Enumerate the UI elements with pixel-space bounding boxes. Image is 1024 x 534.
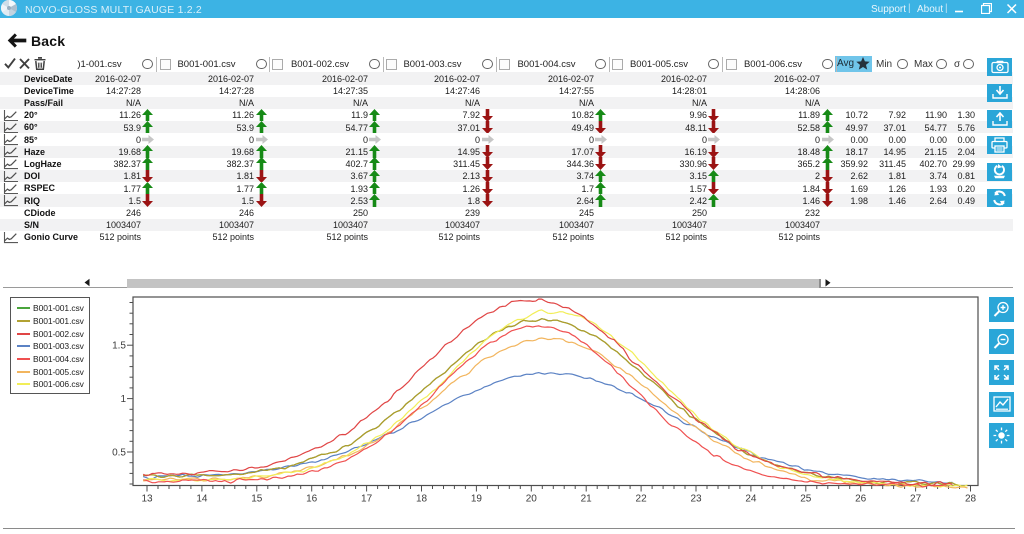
svg-text:15: 15 — [251, 494, 263, 505]
svg-text:16: 16 — [306, 494, 318, 505]
svg-text:17: 17 — [361, 494, 373, 505]
svg-text:19: 19 — [471, 494, 483, 505]
svg-text:24: 24 — [745, 494, 757, 505]
svg-text:1: 1 — [120, 394, 126, 405]
svg-text:1.5: 1.5 — [112, 341, 126, 352]
svg-text:26: 26 — [855, 494, 867, 505]
svg-text:20: 20 — [526, 494, 538, 505]
svg-text:25: 25 — [800, 494, 812, 505]
svg-text:22: 22 — [636, 494, 648, 505]
svg-text:21: 21 — [581, 494, 593, 505]
svg-text:28: 28 — [965, 494, 977, 505]
svg-text:18: 18 — [416, 494, 428, 505]
svg-text:27: 27 — [910, 494, 922, 505]
svg-text:23: 23 — [690, 494, 702, 505]
svg-text:14: 14 — [196, 494, 208, 505]
svg-text:0.5: 0.5 — [112, 447, 126, 458]
svg-text:13: 13 — [141, 494, 153, 505]
